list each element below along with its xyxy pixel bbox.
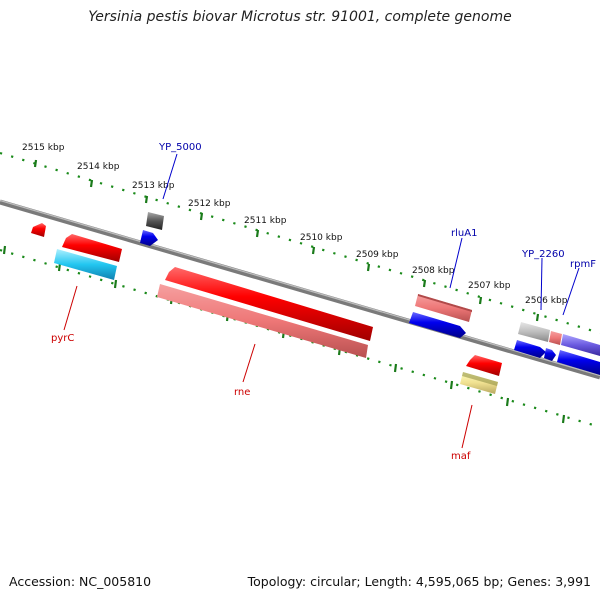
genome-summary-text: Topology: circular; Length: 4,595,065 bp… [247,574,591,589]
upper-major-ticks [33,159,540,322]
gene-blue-right-a[interactable] [514,340,546,358]
tick-label-2515: 2515 kbp [22,143,65,153]
label-leaders [63,153,580,449]
tick-label-2507: 2507 kbp [468,281,511,291]
lower-major-ticks [2,245,566,424]
genome-backbone [0,199,600,380]
gene-maf-yellow[interactable] [460,372,498,394]
gene-label-maf[interactable]: maf [451,451,471,462]
map-title: Yersinia pestis biovar Microtus str. 910… [88,9,512,25]
gene-label-pyrc[interactable]: pyrC [51,333,74,344]
gene-pyrc-cyan[interactable] [54,249,117,280]
gene-rlua1-pink[interactable] [415,294,472,322]
tick-label-2513: 2513 kbp [132,181,175,191]
gene-blue-small[interactable] [140,230,158,246]
tick-label-2511: 2511 kbp [244,216,287,226]
gene-maf-red[interactable] [466,355,502,376]
gene-label-yp5000[interactable]: YP_5000 [158,142,202,153]
gene-blue-right-b[interactable] [544,348,556,361]
tick-label-2509: 2509 kbp [356,250,399,260]
gene-rne-red[interactable] [165,267,373,341]
gene-red-tiny[interactable] [31,223,46,237]
tick-label-2510: 2510 kbp [300,233,343,243]
gene-label-yp2260[interactable]: YP_2260 [521,249,565,260]
gene-rne-pink[interactable] [157,284,368,358]
tick-label-2508: 2508 kbp [412,266,455,276]
gene-blue-right-c[interactable] [557,350,600,375]
gene-rlua1-blue[interactable] [409,312,466,338]
gene-label-rne[interactable]: rne [234,387,250,398]
gene-yp5000-dark[interactable] [146,212,164,230]
tick-label-2514: 2514 kbp [77,162,120,172]
tick-label-2506: 2506 kbp [525,296,568,306]
gene-pink-short[interactable] [549,331,562,345]
gene-yp2260-gray[interactable] [518,322,550,342]
gene-pyrc-red[interactable] [62,234,122,262]
gene-label-rlua1[interactable]: rluA1 [451,228,477,239]
gene-label-rpmf[interactable]: rpmF [570,259,596,270]
tick-label-2512: 2512 kbp [188,199,231,209]
upper-scale-track [0,151,600,335]
gene-rpmf-purple[interactable] [561,334,600,356]
accession-text: Accession: NC_005810 [9,574,152,589]
